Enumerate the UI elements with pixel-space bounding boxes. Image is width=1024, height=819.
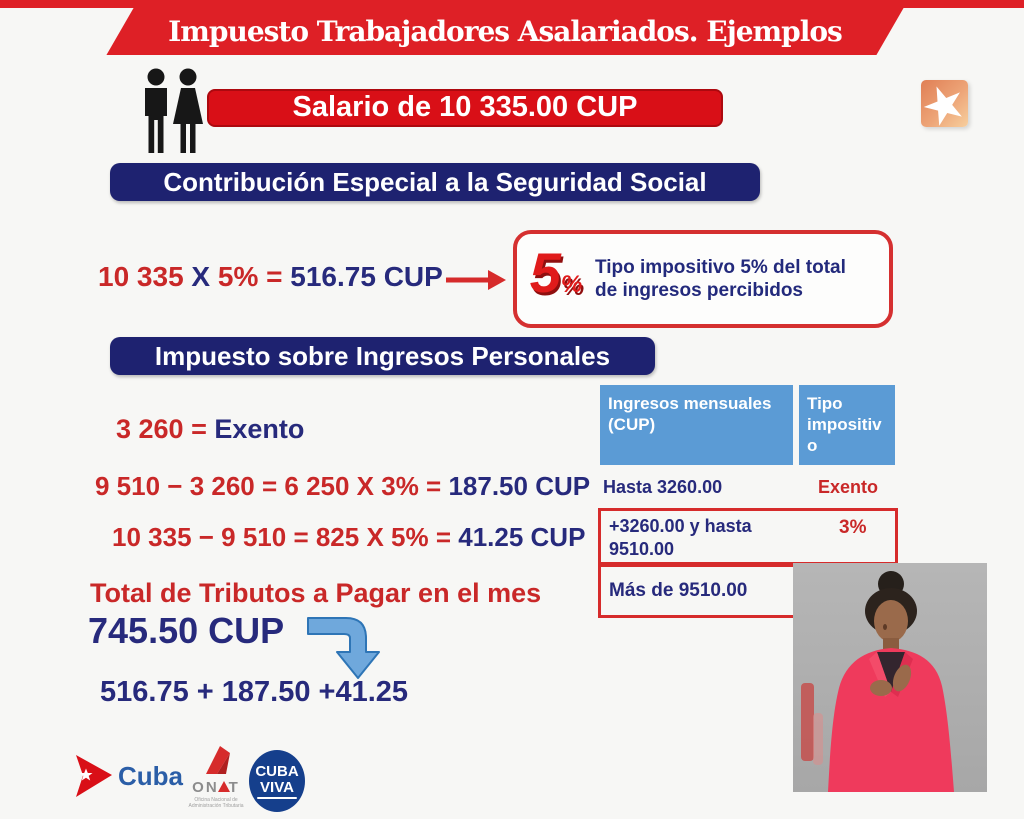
css-formula: 10 335 X 5% = 516.75 CUP	[98, 261, 443, 293]
onat-label: ON T	[180, 779, 252, 796]
table-row1-income: Hasta 3260.00	[603, 477, 723, 497]
cubaviva-underline	[257, 797, 297, 799]
exempt-formula: 3 260 = Exento	[116, 414, 304, 445]
cuba-label: Cuba	[118, 760, 183, 791]
page-title: Impuesto Trabajadores Asalariados. Ejemp…	[168, 15, 843, 48]
blue-elbow-arrow-icon	[307, 617, 380, 679]
onat-a-triangle-icon	[217, 781, 230, 792]
onat-subtext: Oficina Nacional de Administración Tribu…	[188, 797, 244, 809]
total-label: Total de Tributos a Pagar en el mes	[90, 578, 542, 608]
exempt-amount: 3 260 =	[116, 414, 215, 444]
onat-mark-icon	[206, 746, 230, 774]
cubaviva-line2: VIVA	[260, 779, 294, 796]
cuba-viva-logo: CUBA VIVA	[249, 750, 305, 812]
five-digit: 5	[529, 241, 561, 304]
interpreter-illustration	[793, 563, 987, 792]
css-formula-rate: 5% =	[217, 261, 291, 292]
bracket1-formula: 9 510 − 3 260 = 6 250 X 3% = 187.50 CUP	[95, 471, 590, 502]
table-header-ingresos: Ingresos mensuales (CUP)	[600, 385, 793, 465]
section-title-ingresos-personales: Impuesto sobre Ingresos Personales	[110, 337, 655, 375]
css-formula-base: 10 335	[98, 261, 192, 292]
sign-language-interpreter-video	[793, 563, 987, 792]
info-box-line2: de ingresos percibidos	[595, 280, 803, 301]
bracket2-calc: 10 335 − 9 510 = 825 X 5% =	[112, 522, 459, 552]
table-header-tipo-impositivo: Tipo impositivo	[799, 385, 895, 465]
onat-label-on: ON	[192, 779, 219, 796]
channel-star-logo	[921, 80, 968, 127]
bracket2-result: 41.25 CUP	[458, 522, 586, 552]
bracket1-calc: 9 510 − 3 260 = 6 250 X 3% =	[95, 471, 449, 501]
table-row2-rate: 3%	[839, 517, 867, 538]
star-icon	[923, 86, 962, 126]
cuba-pennant-icon	[76, 755, 112, 797]
man-icon	[145, 68, 167, 153]
top-red-strip	[0, 0, 1024, 8]
five-percent-graphic: 5%	[517, 245, 595, 313]
table-row1-rate: Exento	[818, 477, 879, 497]
table-row2-income: +3260.00 y hasta 9510.00	[609, 516, 752, 559]
css-formula-times: X	[191, 261, 218, 292]
cuba-logo: Cuba	[72, 752, 183, 800]
info-box-line1: Tipo impositivo 5% del total	[595, 257, 846, 278]
table-row3-income: Más de 9510.00	[609, 580, 748, 601]
total-breakdown: 516.75 + 187.50 +41.25	[100, 676, 409, 708]
salary-banner: Salario de 10 335.00 CUP	[207, 89, 723, 127]
red-right-arrow-icon	[446, 270, 506, 290]
table-row2-highlight-box: +3260.00 y hasta 9510.00 3%	[598, 508, 898, 565]
onat-logo: ON T Oficina Nacional de Administración T…	[180, 744, 252, 809]
woman-icon	[173, 68, 203, 153]
total-amount: 745.50 CUP	[88, 610, 285, 651]
css-formula-result: 516.75 CUP	[290, 261, 443, 292]
info-box-text: Tipo impositivo 5% del total de ingresos…	[595, 256, 846, 302]
onat-label-t: T	[228, 779, 240, 796]
percent-sign: %	[560, 271, 583, 298]
section-title-seguridad-social: Contribución Especial a la Seguridad Soc…	[110, 163, 760, 201]
cubaviva-line1: CUBA	[255, 763, 299, 780]
tax-rate-info-box: 5% Tipo impositivo 5% del total de ingre…	[513, 230, 893, 328]
bracket1-result: 187.50 CUP	[448, 471, 591, 501]
exempt-label: Exento	[214, 414, 305, 444]
bracket2-formula: 10 335 − 9 510 = 825 X 5% = 41.25 CUP	[112, 522, 585, 553]
